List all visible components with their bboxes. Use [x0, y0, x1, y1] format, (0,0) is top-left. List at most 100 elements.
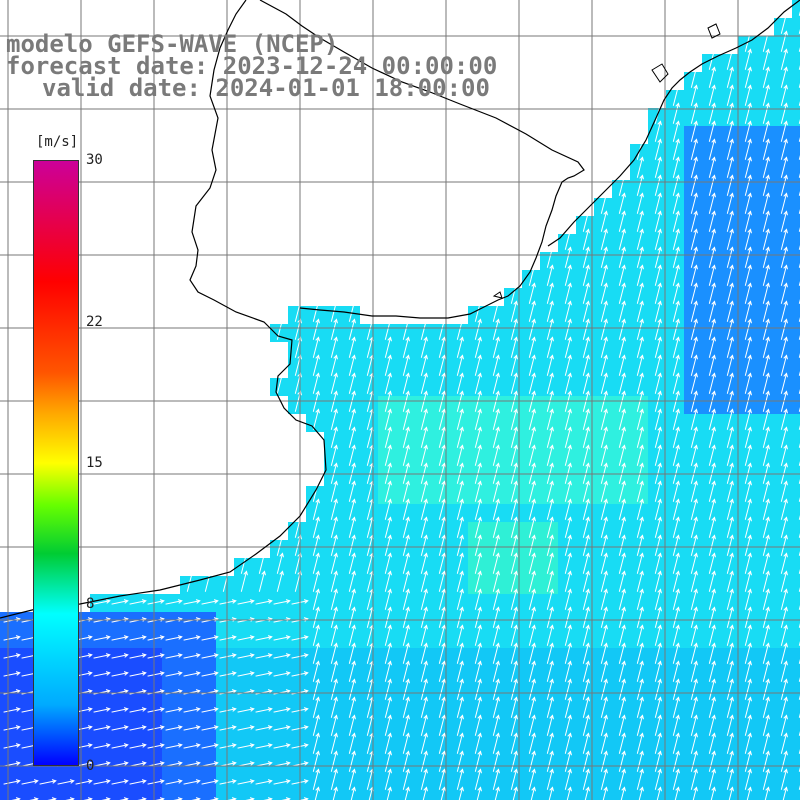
wind-arrow: [582, 228, 590, 250]
wind-arrow: [672, 660, 680, 682]
wind-arrow: [312, 696, 320, 718]
wind-arrow: [438, 426, 446, 448]
wind-arrow: [726, 138, 734, 160]
wind-arrow: [330, 642, 338, 664]
wind-arrow: [546, 480, 554, 502]
wind-arrow: [708, 336, 716, 358]
field-cell: [684, 792, 702, 800]
wind-arrow: [111, 725, 129, 731]
wind-arrow: [600, 264, 608, 286]
wind-arrow: [636, 552, 644, 574]
wind-arrow: [456, 624, 464, 646]
wind-arrow: [762, 66, 770, 88]
wind-arrow: [402, 750, 410, 772]
wind-arrow: [744, 156, 752, 178]
wind-arrow: [582, 768, 590, 790]
field-cell: [792, 648, 800, 666]
wind-arrow: [636, 768, 644, 790]
wind-arrow: [255, 707, 273, 713]
wind-arrow: [255, 653, 273, 659]
wind-arrow: [528, 552, 536, 574]
wind-arrow: [312, 678, 320, 700]
wind-arrow: [201, 779, 219, 785]
wind-arrow: [564, 372, 572, 394]
wind-arrow: [330, 696, 338, 718]
wind-arrow: [618, 732, 626, 754]
wind-arrow: [726, 588, 734, 610]
wind-arrow: [474, 588, 482, 610]
wind-arrow: [456, 390, 464, 412]
wind-arrow: [762, 678, 770, 700]
wind-arrow: [312, 552, 320, 574]
wind-arrow: [654, 570, 662, 592]
wind-arrow: [566, 786, 572, 800]
wind-arrow: [438, 336, 446, 358]
wind-arrow: [438, 444, 446, 466]
wind-arrow: [111, 599, 129, 605]
wind-arrow: [348, 768, 356, 790]
wind-arrow: [672, 480, 680, 502]
wind-arrow: [492, 372, 500, 394]
wind-arrow: [420, 714, 428, 736]
field-cell: [774, 792, 792, 800]
wind-arrow: [348, 336, 356, 358]
wind-arrow: [402, 408, 410, 430]
wind-arrow: [780, 372, 788, 394]
wind-arrow: [420, 354, 428, 376]
wind-arrow: [420, 480, 428, 502]
field-cell: [342, 792, 360, 800]
wind-arrow: [438, 516, 446, 538]
wind-arrow: [492, 732, 500, 754]
field-cell: [792, 270, 800, 288]
wind-arrow: [546, 732, 554, 754]
wind-arrow: [582, 696, 590, 718]
wind-arrow: [780, 30, 788, 52]
field-cell: [792, 54, 800, 72]
wind-arrow: [780, 66, 788, 88]
wind-arrow: [654, 390, 662, 412]
wind-arrow: [744, 66, 752, 88]
wind-arrow: [420, 570, 428, 592]
wind-arrow: [402, 318, 410, 340]
wind-arrow: [762, 282, 770, 304]
wind-arrow: [510, 354, 518, 376]
colorbar-tick-label: 0: [86, 758, 95, 774]
wind-arrow: [420, 426, 428, 448]
wind-arrow: [129, 743, 147, 749]
wind-arrow: [510, 570, 518, 592]
wind-arrow: [762, 498, 770, 520]
wind-arrow: [420, 498, 428, 520]
wind-arrow: [726, 570, 734, 592]
wind-arrow: [510, 480, 518, 502]
wind-arrow: [636, 228, 644, 250]
wind-arrow: [672, 102, 680, 124]
wind-arrow: [528, 660, 536, 682]
wind-arrow: [384, 678, 392, 700]
wind-arrow: [690, 372, 698, 394]
wind-arrow: [726, 642, 734, 664]
wind-arrow: [744, 210, 752, 232]
wind-arrow: [312, 390, 320, 412]
wind-arrow: [474, 750, 482, 772]
wind-arrow: [147, 671, 165, 677]
wind-arrow: [762, 570, 770, 592]
wind-arrow: [330, 606, 338, 628]
wind-arrow: [762, 30, 770, 52]
wind-arrow: [492, 750, 500, 772]
wind-arrow: [330, 660, 338, 682]
wind-arrow: [618, 318, 626, 340]
wind-arrow: [744, 498, 752, 520]
wind-arrow: [618, 678, 626, 700]
wind-arrow: [330, 444, 338, 466]
wind-arrow: [618, 408, 626, 430]
wind-arrow: [654, 174, 662, 196]
wind-arrow: [636, 354, 644, 376]
wind-arrow: [546, 264, 554, 286]
wind-arrow: [474, 714, 482, 736]
wind-arrow: [528, 642, 536, 664]
wind-arrow: [474, 480, 482, 502]
wind-arrow: [564, 660, 572, 682]
wind-arrow: [780, 714, 788, 736]
wind-arrow: [3, 653, 21, 659]
